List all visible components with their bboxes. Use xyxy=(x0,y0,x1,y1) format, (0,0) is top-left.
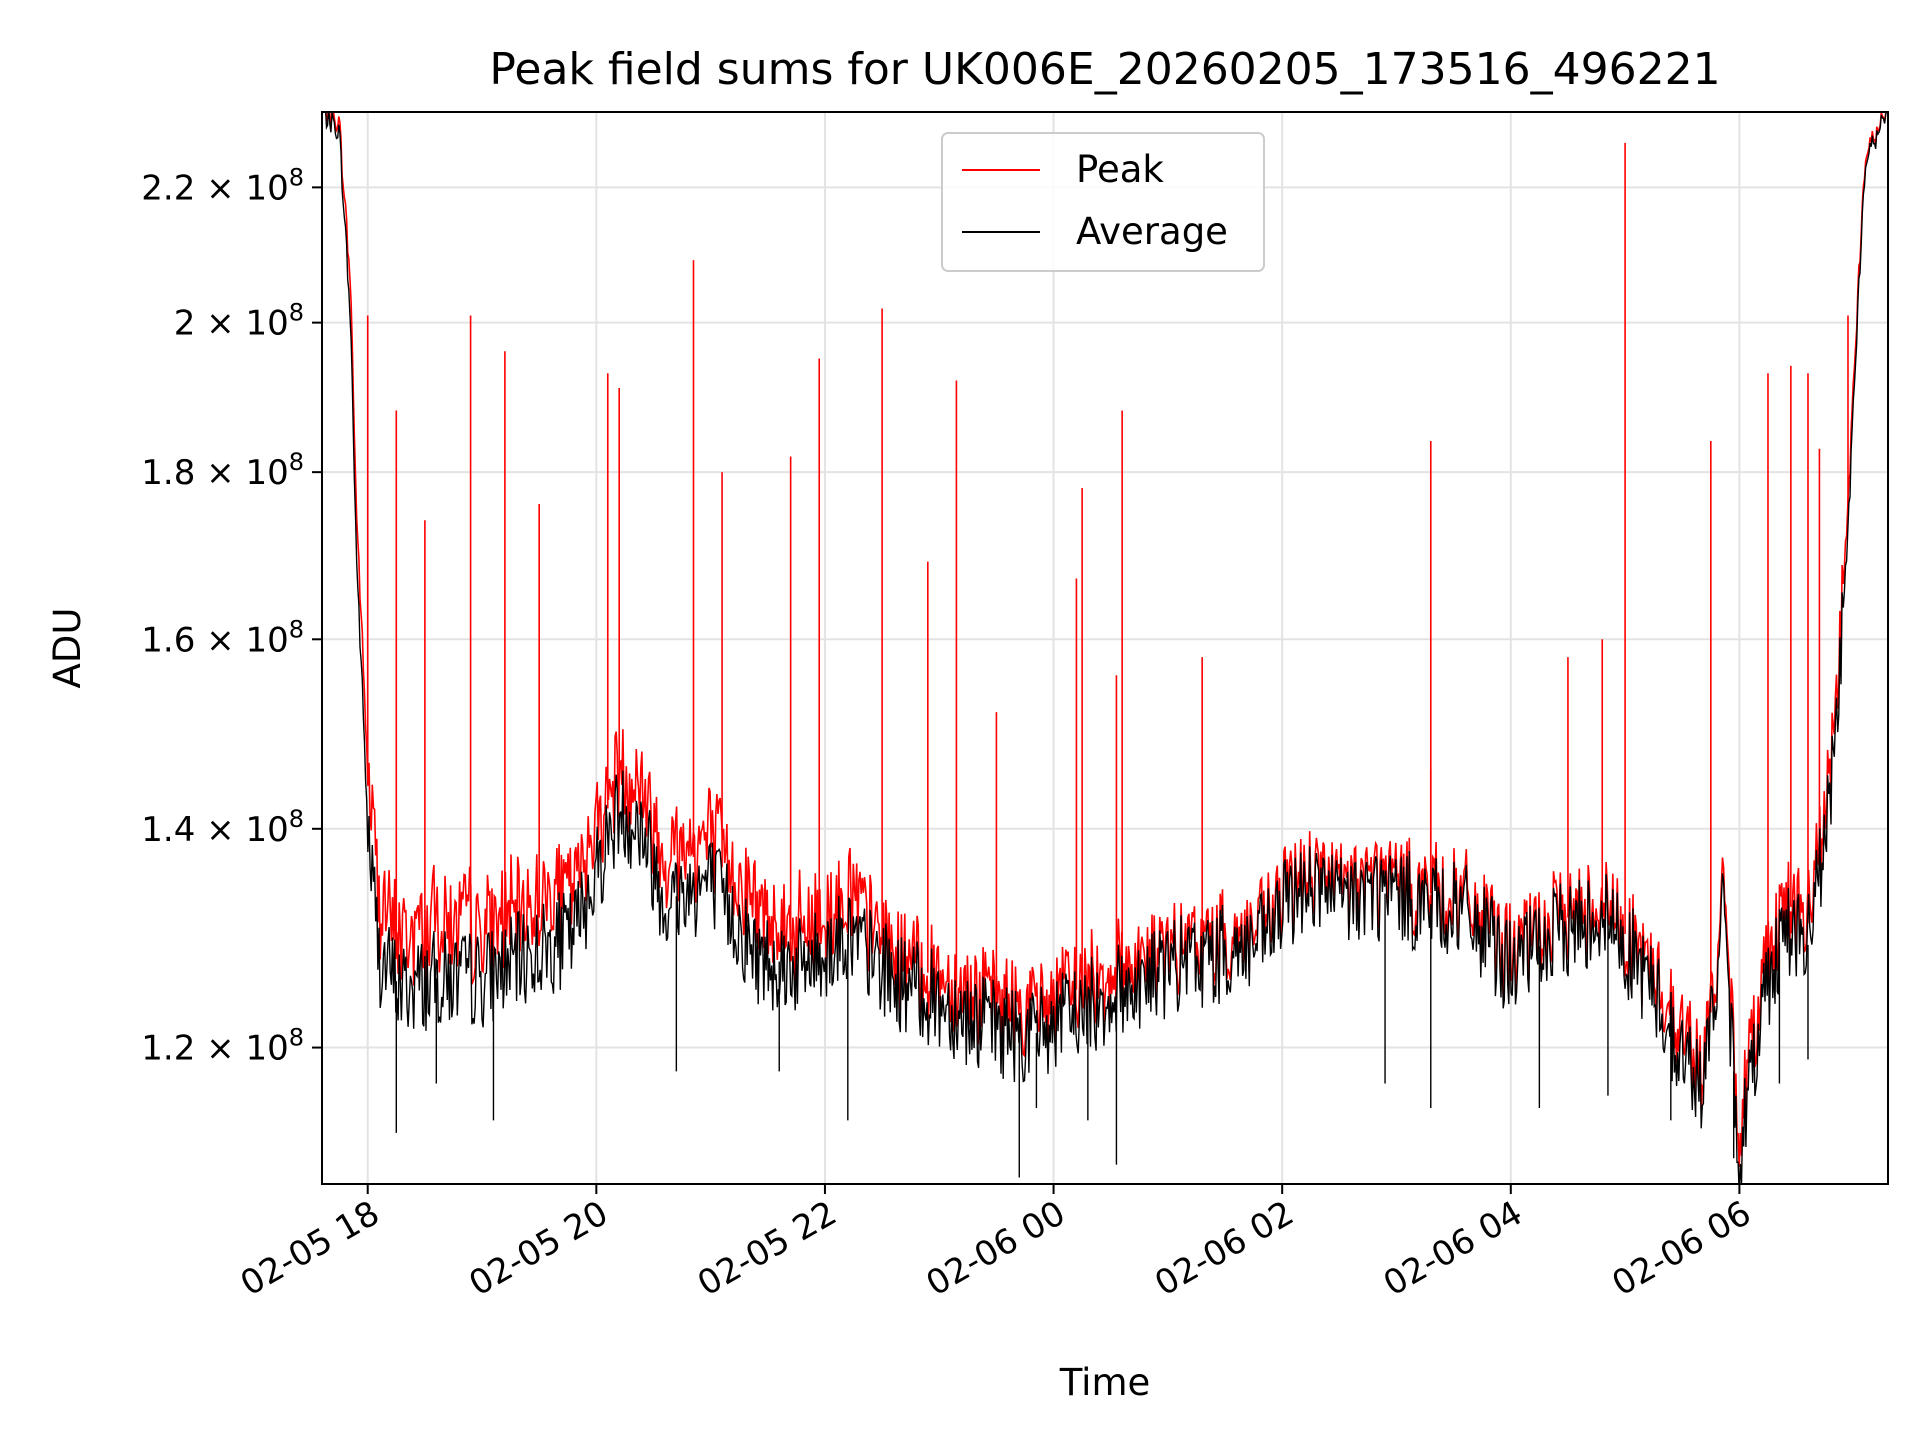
grid xyxy=(322,112,1888,1184)
legend-label-average: Average xyxy=(1076,210,1228,253)
y-tick-label: 1.6 × 108 xyxy=(141,615,304,660)
chart-title: Peak field sums for UK006E_20260205_1735… xyxy=(489,44,1720,95)
y-axis-label: ADU xyxy=(46,608,89,689)
y-axis: 1.2 × 108 1.4 × 108 1.6 × 108 1.8 × 108 2 × … xyxy=(141,163,322,1069)
plot-frame xyxy=(321,111,1889,1185)
legend-box xyxy=(941,132,1265,272)
y-tick-label: 2.2 × 108 xyxy=(141,163,304,208)
y-tick-label: 1.2 × 108 xyxy=(141,1024,304,1069)
series-peak-line xyxy=(325,112,1888,1167)
legend: Peak Average xyxy=(941,132,1265,272)
x-axis-label: Time xyxy=(1059,1361,1151,1404)
y-tick-label: 1.4 × 108 xyxy=(141,805,304,850)
y-tick-label: 1.8 × 108 xyxy=(141,448,304,493)
plot-area xyxy=(322,112,1888,1184)
y-tick-label: 2 × 108 xyxy=(174,299,304,344)
series-average-line xyxy=(322,112,1888,1184)
legend-label-peak: Peak xyxy=(1076,148,1164,191)
